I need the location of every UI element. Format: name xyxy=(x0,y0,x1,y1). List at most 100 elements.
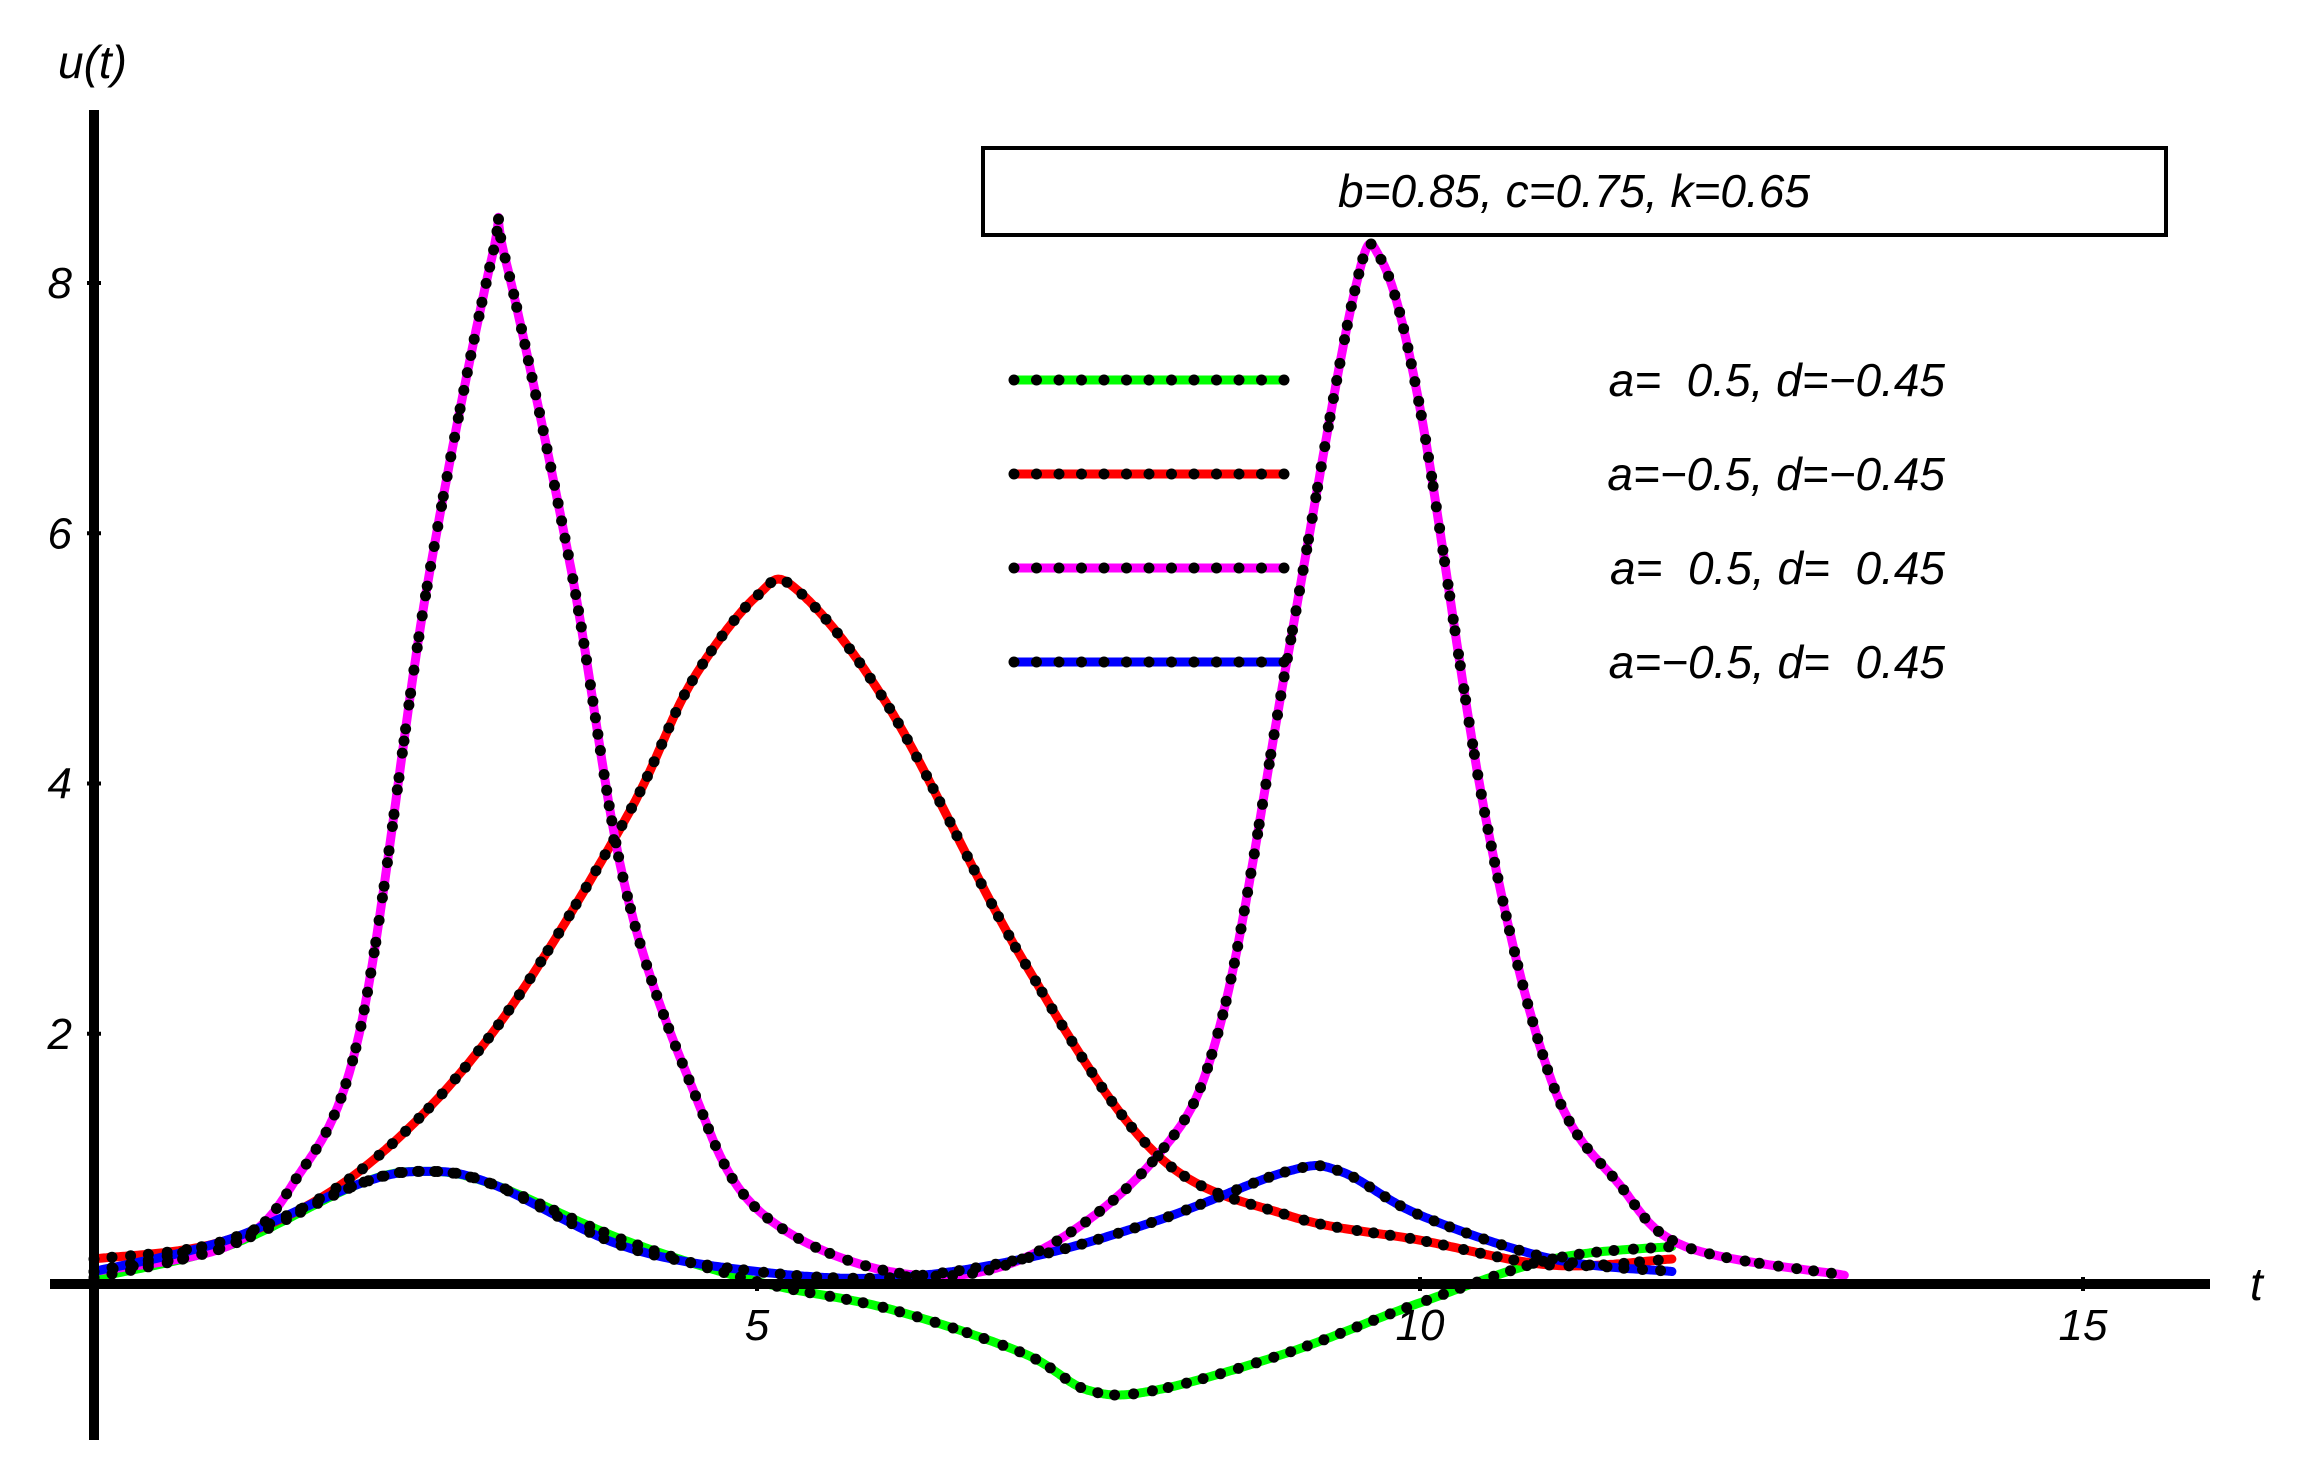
series-3-marker xyxy=(537,425,549,437)
series-3-marker xyxy=(1107,1194,1119,1206)
legend-marker xyxy=(1098,468,1110,480)
series-3-marker xyxy=(328,1109,340,1121)
series-3-marker xyxy=(1427,480,1439,492)
series-1-marker xyxy=(1351,1321,1363,1333)
series-1-marker xyxy=(1488,1270,1500,1282)
series-3-marker xyxy=(1212,1027,1224,1039)
series-2-marker xyxy=(1437,1239,1449,1251)
series-4-marker xyxy=(1263,1171,1275,1183)
series-4-marker xyxy=(1297,1162,1309,1173)
series-2-marker xyxy=(1298,1214,1310,1226)
series-3-marker xyxy=(1375,253,1387,265)
series-3-marker xyxy=(504,271,516,283)
series-3-marker xyxy=(1485,840,1497,852)
series-3-marker xyxy=(1268,729,1280,741)
series-3-marker xyxy=(1449,625,1461,637)
series-3-marker xyxy=(625,903,636,914)
series-3-marker xyxy=(441,471,453,482)
series-3-marker xyxy=(468,333,480,345)
series-2-marker xyxy=(975,878,987,890)
legend-marker xyxy=(1256,562,1267,574)
data-markers xyxy=(88,213,1837,1401)
series-4-marker xyxy=(1547,1253,1559,1265)
series-3-marker xyxy=(1202,1062,1213,1074)
series-3-marker xyxy=(1065,1226,1077,1238)
series-2-marker xyxy=(542,945,554,956)
series-3-marker xyxy=(1581,1142,1593,1154)
series-1-marker xyxy=(1215,1368,1226,1380)
series-1-marker xyxy=(1573,1248,1585,1260)
series-3-marker xyxy=(1563,1115,1575,1127)
series-4-marker xyxy=(1129,1222,1141,1234)
series-4-marker xyxy=(685,1257,697,1268)
series-2-marker xyxy=(1195,1180,1207,1192)
series-1-marker xyxy=(1608,1245,1620,1256)
series-2-marker xyxy=(590,865,602,877)
series-3-marker xyxy=(476,296,488,308)
series-3-marker xyxy=(1319,441,1331,453)
series-3-marker xyxy=(458,384,470,396)
series-4-marker xyxy=(1428,1215,1440,1227)
series-3-marker xyxy=(629,920,641,932)
series-3-marker xyxy=(1394,306,1406,318)
series-4-marker xyxy=(701,1259,713,1271)
series-3-marker xyxy=(386,821,398,832)
series-2-marker xyxy=(1368,1227,1380,1239)
series-2-marker xyxy=(1010,941,1021,953)
y-tick-label: 2 xyxy=(47,1010,72,1059)
series-3-marker xyxy=(1272,709,1283,721)
series-4-marker xyxy=(917,1269,929,1281)
legend-marker xyxy=(1031,656,1042,668)
series-2-marker xyxy=(1331,1221,1343,1233)
series-2-marker xyxy=(875,689,887,701)
series-4-marker xyxy=(721,1262,733,1274)
series-1-marker xyxy=(1250,1357,1262,1369)
series-4-marker xyxy=(1348,1171,1360,1183)
series-3-marker xyxy=(425,560,437,572)
series-4-marker xyxy=(758,1266,770,1278)
legend-marker xyxy=(1031,374,1042,386)
series-2-marker xyxy=(1086,1066,1098,1078)
series-3-marker xyxy=(592,728,604,740)
series-2-marker xyxy=(524,973,536,985)
series-2-marker xyxy=(1106,1095,1118,1107)
series-2-marker xyxy=(1384,1229,1396,1241)
series-3-marker xyxy=(454,403,466,415)
series-3-marker xyxy=(573,605,584,617)
series-4-marker xyxy=(1059,1243,1071,1255)
series-3-marker xyxy=(522,355,534,367)
series-3-marker xyxy=(1349,285,1361,297)
series-3-marker xyxy=(373,914,385,926)
series-3-marker xyxy=(584,679,596,691)
series-4-marker xyxy=(534,1201,546,1213)
series-2-marker xyxy=(716,630,728,642)
series-3-marker xyxy=(613,851,625,863)
series-3-marker xyxy=(1537,1049,1549,1061)
series-3-marker xyxy=(1453,648,1464,660)
series-1-marker xyxy=(1059,1372,1071,1384)
series-3-marker xyxy=(1179,1114,1190,1126)
series-3-marker xyxy=(381,857,393,869)
series-2-marker xyxy=(1421,1236,1433,1247)
series-4-marker xyxy=(263,1218,274,1230)
series-3-marker xyxy=(449,431,461,443)
legend-marker xyxy=(1053,374,1065,386)
series-1-marker xyxy=(1030,1353,1042,1365)
series-2-marker xyxy=(1508,1254,1520,1266)
series-3-marker xyxy=(726,1172,738,1184)
series-3-marker xyxy=(1339,334,1350,346)
series-line-2 xyxy=(89,574,1677,1271)
series-4-marker xyxy=(552,1210,563,1222)
series-4-marker xyxy=(970,1262,982,1274)
legend-marker xyxy=(1143,562,1155,574)
series-3-marker xyxy=(1238,905,1250,917)
axis-ticks: 5 10 15 2 4 6 8 xyxy=(47,259,2108,1350)
series-3-marker xyxy=(1434,522,1446,534)
series-1-marker xyxy=(1044,1362,1056,1374)
series-3-marker xyxy=(824,1247,836,1259)
legend-marker xyxy=(1166,468,1177,480)
series-3-marker xyxy=(1772,1260,1784,1272)
series-4-marker xyxy=(378,1170,390,1182)
series-2-marker xyxy=(570,898,582,910)
series-3-marker xyxy=(1285,634,1297,646)
